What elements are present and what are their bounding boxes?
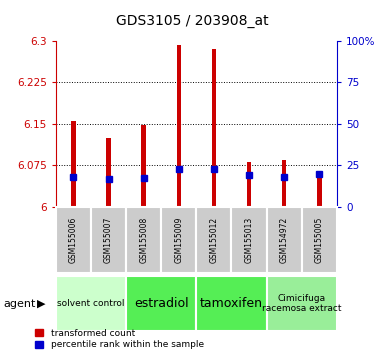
Text: agent: agent — [4, 298, 36, 309]
Bar — [212, 49, 216, 207]
Text: Cimicifuga
racemosa extract: Cimicifuga racemosa extract — [262, 294, 341, 313]
Bar — [106, 138, 111, 207]
Text: ▶: ▶ — [37, 298, 45, 309]
Bar — [266, 276, 337, 331]
Text: GDS3105 / 203908_at: GDS3105 / 203908_at — [116, 14, 269, 28]
Text: GSM155008: GSM155008 — [139, 217, 148, 263]
Bar — [196, 276, 266, 331]
Text: estradiol: estradiol — [134, 297, 189, 310]
Text: solvent control: solvent control — [57, 299, 125, 308]
Bar — [56, 207, 91, 273]
Bar — [196, 207, 231, 273]
Bar — [71, 121, 76, 207]
Text: GSM155006: GSM155006 — [69, 217, 78, 263]
Bar — [317, 177, 321, 207]
Bar — [126, 276, 196, 331]
Bar — [91, 207, 126, 273]
Text: GSM155009: GSM155009 — [174, 217, 183, 263]
Text: GSM155005: GSM155005 — [315, 217, 324, 263]
Text: GSM155012: GSM155012 — [209, 217, 218, 263]
Bar — [231, 207, 266, 273]
Bar — [247, 162, 251, 207]
Bar — [302, 207, 337, 273]
Bar — [161, 207, 196, 273]
Bar — [176, 45, 181, 207]
Text: GSM155013: GSM155013 — [244, 217, 254, 263]
Bar — [56, 276, 126, 331]
Text: tamoxifen: tamoxifen — [200, 297, 263, 310]
Bar — [282, 160, 286, 207]
Text: GSM155007: GSM155007 — [104, 217, 113, 263]
Text: GSM154972: GSM154972 — [280, 217, 289, 263]
Bar — [266, 207, 302, 273]
Legend: transformed count, percentile rank within the sample: transformed count, percentile rank withi… — [35, 329, 204, 349]
Bar — [126, 207, 161, 273]
Bar — [141, 125, 146, 207]
